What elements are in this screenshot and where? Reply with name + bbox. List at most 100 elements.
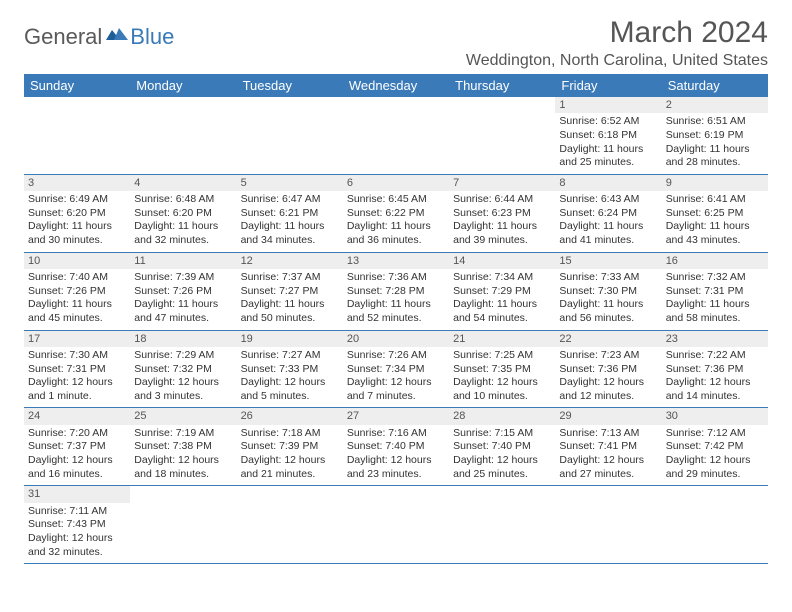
day-number: 6 (347, 177, 353, 189)
daynum-row: 24252627282930 (24, 408, 768, 425)
cell-sr: Sunrise: 7:18 AM (241, 427, 339, 441)
cell-dl2: and 23 minutes. (347, 468, 445, 482)
day-data-cell: Sunrise: 7:34 AMSunset: 7:29 PMDaylight:… (449, 269, 555, 330)
day-number-cell: 15 (555, 252, 661, 269)
cell-ss: Sunset: 7:30 PM (559, 285, 657, 299)
cell-sr: Sunrise: 6:47 AM (241, 193, 339, 207)
day-number-cell: 20 (343, 330, 449, 347)
cell-ss: Sunset: 7:26 PM (134, 285, 232, 299)
logo-text-general: General (24, 24, 102, 50)
day-data-cell: Sunrise: 7:16 AMSunset: 7:40 PMDaylight:… (343, 425, 449, 486)
cell-ss: Sunset: 7:35 PM (453, 363, 551, 377)
cell-ss: Sunset: 6:18 PM (559, 129, 657, 143)
logo: General Blue (24, 24, 174, 50)
cell-ss: Sunset: 7:27 PM (241, 285, 339, 299)
cell-sr: Sunrise: 7:36 AM (347, 271, 445, 285)
cell-dl1: Daylight: 11 hours (559, 143, 657, 157)
cell-dl1: Daylight: 11 hours (134, 220, 232, 234)
cell-sr: Sunrise: 7:19 AM (134, 427, 232, 441)
day-number: 20 (347, 333, 359, 345)
day-number-cell: 18 (130, 330, 236, 347)
day-header: Thursday (449, 74, 555, 97)
cell-dl1: Daylight: 11 hours (241, 220, 339, 234)
data-row: Sunrise: 6:49 AMSunset: 6:20 PMDaylight:… (24, 191, 768, 252)
day-data-cell: Sunrise: 7:11 AMSunset: 7:43 PMDaylight:… (24, 503, 130, 564)
day-data-cell: Sunrise: 6:48 AMSunset: 6:20 PMDaylight:… (130, 191, 236, 252)
cell-sr: Sunrise: 7:32 AM (666, 271, 764, 285)
day-number: 1 (559, 99, 565, 111)
cell-dl2: and 45 minutes. (28, 312, 126, 326)
day-number-cell: 14 (449, 252, 555, 269)
calendar-table: SundayMondayTuesdayWednesdayThursdayFrid… (24, 74, 768, 564)
cell-ss: Sunset: 6:20 PM (134, 207, 232, 221)
day-number-cell: 29 (555, 408, 661, 425)
daynum-row: 10 11 12 13 14 1516 (24, 252, 768, 269)
day-data-cell: Sunrise: 7:19 AMSunset: 7:38 PMDaylight:… (130, 425, 236, 486)
cell-sr: Sunrise: 7:40 AM (28, 271, 126, 285)
day-data-cell: Sunrise: 7:18 AMSunset: 7:39 PMDaylight:… (237, 425, 343, 486)
day-number-cell: 22 (555, 330, 661, 347)
day-number-cell: 23 (662, 330, 768, 347)
cell-ss: Sunset: 7:40 PM (347, 440, 445, 454)
cell-dl1: Daylight: 12 hours (28, 454, 126, 468)
cell-ss: Sunset: 6:25 PM (666, 207, 764, 221)
cell-dl1: Daylight: 11 hours (666, 143, 764, 157)
cell-dl2: and 30 minutes. (28, 234, 126, 248)
cell-ss: Sunset: 7:38 PM (134, 440, 232, 454)
daynum-row: 17181920212223 (24, 330, 768, 347)
day-data-cell: Sunrise: 7:26 AMSunset: 7:34 PMDaylight:… (343, 347, 449, 408)
day-number-cell (449, 486, 555, 503)
day-number-cell: 2 (662, 97, 768, 113)
cell-dl1: Daylight: 12 hours (666, 376, 764, 390)
day-number: 31 (28, 488, 40, 500)
data-row: Sunrise: 7:20 AMSunset: 7:37 PMDaylight:… (24, 425, 768, 486)
day-number: 10 (28, 255, 40, 267)
day-number-cell: 16 (662, 252, 768, 269)
cell-sr: Sunrise: 6:52 AM (559, 115, 657, 129)
day-number: 13 (347, 255, 359, 267)
day-number-cell: 21 (449, 330, 555, 347)
daynum-row: 12 (24, 97, 768, 113)
cell-sr: Sunrise: 7:27 AM (241, 349, 339, 363)
day-header: Saturday (662, 74, 768, 97)
cell-sr: Sunrise: 7:39 AM (134, 271, 232, 285)
cell-dl2: and 36 minutes. (347, 234, 445, 248)
cell-sr: Sunrise: 7:29 AM (134, 349, 232, 363)
day-number-cell: 7 (449, 174, 555, 191)
cell-ss: Sunset: 7:34 PM (347, 363, 445, 377)
cell-ss: Sunset: 6:21 PM (241, 207, 339, 221)
title-block: March 2024 Weddington, North Carolina, U… (466, 16, 768, 70)
cell-dl2: and 5 minutes. (241, 390, 339, 404)
day-number: 11 (134, 255, 145, 267)
day-number: 14 (453, 255, 465, 267)
cell-dl1: Daylight: 12 hours (559, 376, 657, 390)
page-title: March 2024 (466, 16, 768, 50)
cell-ss: Sunset: 7:39 PM (241, 440, 339, 454)
day-data-cell: Sunrise: 6:51 AMSunset: 6:19 PMDaylight:… (662, 113, 768, 174)
day-data-cell: Sunrise: 7:30 AMSunset: 7:31 PMDaylight:… (24, 347, 130, 408)
cell-sr: Sunrise: 6:44 AM (453, 193, 551, 207)
day-number: 3 (28, 177, 34, 189)
day-number-cell (343, 97, 449, 113)
cell-dl2: and 54 minutes. (453, 312, 551, 326)
cell-ss: Sunset: 7:28 PM (347, 285, 445, 299)
day-number: 19 (241, 333, 253, 345)
day-number-cell (130, 486, 236, 503)
data-row: Sunrise: 7:40 AMSunset: 7:26 PMDaylight:… (24, 269, 768, 330)
cell-dl2: and 18 minutes. (134, 468, 232, 482)
day-number: 29 (559, 410, 571, 422)
day-number: 23 (666, 333, 678, 345)
cell-ss: Sunset: 7:36 PM (666, 363, 764, 377)
cell-dl1: Daylight: 11 hours (347, 298, 445, 312)
location-text: Weddington, North Carolina, United State… (466, 52, 768, 70)
day-data-cell (449, 503, 555, 564)
cell-sr: Sunrise: 7:33 AM (559, 271, 657, 285)
day-number: 21 (453, 333, 465, 345)
day-header: Friday (555, 74, 661, 97)
cell-ss: Sunset: 7:31 PM (28, 363, 126, 377)
cell-ss: Sunset: 6:23 PM (453, 207, 551, 221)
day-data-cell: Sunrise: 7:13 AMSunset: 7:41 PMDaylight:… (555, 425, 661, 486)
day-number-cell: 12 (237, 252, 343, 269)
cell-dl1: Daylight: 11 hours (134, 298, 232, 312)
day-number-cell: 31 (24, 486, 130, 503)
